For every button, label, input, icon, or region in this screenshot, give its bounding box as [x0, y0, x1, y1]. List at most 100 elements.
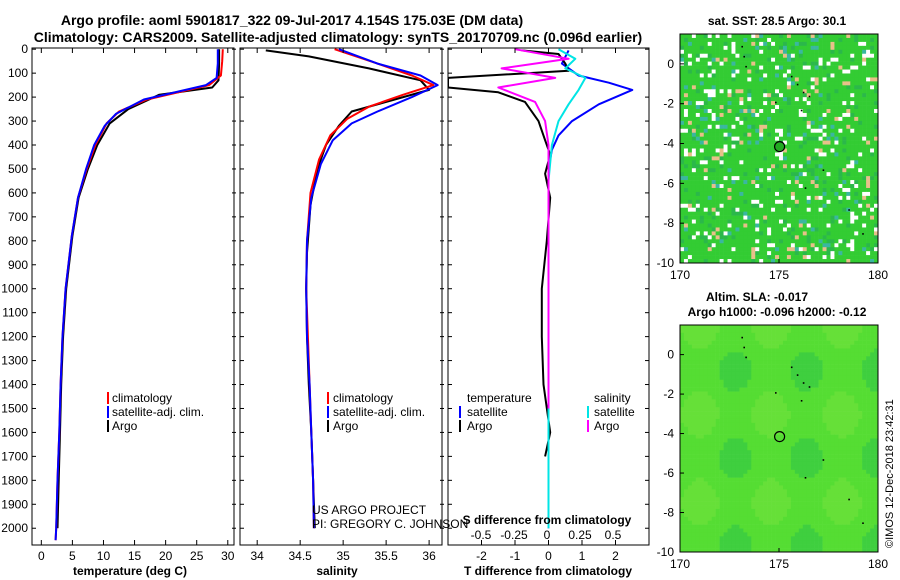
map-cell — [818, 407, 823, 412]
map-cell — [699, 57, 705, 62]
map-cell — [782, 375, 788, 381]
map-cell — [838, 399, 843, 404]
depth-tick-label: 0 — [21, 42, 28, 56]
map-cell — [850, 89, 855, 94]
map-cell — [687, 93, 693, 98]
map-cell — [755, 156, 760, 161]
map-cell — [755, 461, 760, 467]
map-cell — [870, 426, 875, 431]
map-cell — [786, 426, 792, 431]
map-cell — [842, 128, 847, 134]
map-cell — [866, 243, 871, 248]
map-cell — [699, 379, 705, 384]
map-cell — [826, 371, 831, 377]
map-cell — [810, 379, 815, 384]
map-cell — [759, 430, 764, 435]
map-cell — [731, 336, 736, 341]
map-cell — [707, 65, 712, 70]
map-cell — [850, 41, 855, 47]
depth-tick-label: 1400 — [1, 378, 28, 392]
map-cell — [846, 434, 851, 439]
map-cell — [866, 247, 871, 252]
map-cell — [818, 136, 823, 141]
map-cell — [794, 391, 800, 396]
map-cell — [846, 438, 851, 443]
map-cell — [683, 438, 689, 443]
map-cell — [826, 255, 831, 260]
map-cell — [842, 328, 847, 334]
map-cell — [775, 375, 780, 381]
map-cell — [862, 160, 867, 165]
map-cell — [691, 49, 697, 55]
map-cell — [782, 176, 788, 181]
map-cell — [703, 356, 709, 361]
map-cell — [763, 438, 768, 443]
map-cell — [806, 352, 811, 357]
map-cell — [842, 211, 847, 216]
map-cell — [862, 426, 867, 431]
map-cell — [854, 199, 859, 205]
map-cell — [715, 164, 720, 169]
map-cell — [830, 93, 835, 98]
map-cell — [703, 140, 709, 145]
map-cell — [735, 128, 740, 134]
map-cell — [747, 383, 752, 388]
map-cell — [739, 156, 744, 161]
map-cell — [715, 356, 720, 361]
map-cell — [743, 152, 748, 157]
map-cell — [838, 430, 843, 435]
map-cell — [759, 387, 764, 392]
map-cell — [838, 407, 843, 412]
map-cell — [759, 371, 764, 377]
map-cell — [802, 454, 808, 459]
map-cell — [806, 391, 811, 396]
map-cell — [775, 101, 780, 106]
map-cell — [874, 152, 879, 157]
map-cell — [779, 344, 784, 349]
map-cell — [786, 116, 792, 122]
map-cell — [794, 120, 800, 126]
map-cell — [695, 57, 701, 62]
map-cell — [707, 109, 712, 114]
map-cell — [846, 61, 851, 66]
map-cell — [751, 391, 756, 396]
map-cell — [806, 156, 811, 161]
map-cell — [683, 144, 689, 149]
map-cell — [822, 191, 827, 197]
map-cell — [727, 383, 732, 388]
map-cell — [838, 187, 843, 193]
map-cell — [850, 132, 855, 137]
map-cell — [759, 383, 764, 388]
map-cell — [854, 430, 859, 435]
map-cell — [866, 399, 871, 404]
map-cell — [842, 446, 847, 451]
map-cell — [771, 168, 776, 173]
map-cell — [830, 136, 835, 141]
map-cell — [870, 231, 875, 236]
map-cell — [771, 89, 776, 94]
map-cell — [830, 176, 835, 181]
map-cell — [779, 336, 784, 341]
map-cell — [870, 422, 875, 428]
map-cell — [818, 109, 823, 114]
map-cell — [715, 61, 720, 66]
map-cell — [846, 426, 851, 431]
map-cell — [862, 251, 867, 256]
map-cell — [806, 325, 811, 330]
map-cell — [834, 37, 839, 43]
map-cell — [743, 379, 748, 384]
map-cell — [826, 203, 831, 209]
map-cell — [850, 203, 855, 209]
map-cell — [683, 136, 689, 141]
map-cell — [814, 243, 819, 248]
map-cell — [830, 430, 835, 435]
map-cell — [846, 140, 851, 145]
map-cell — [739, 180, 744, 185]
map-cell — [687, 391, 693, 396]
map-cell — [767, 34, 772, 39]
map-cell — [739, 37, 744, 43]
map-cell — [680, 195, 685, 201]
map-cell — [683, 243, 689, 248]
map-cell — [723, 411, 728, 416]
map-cell — [723, 49, 728, 55]
